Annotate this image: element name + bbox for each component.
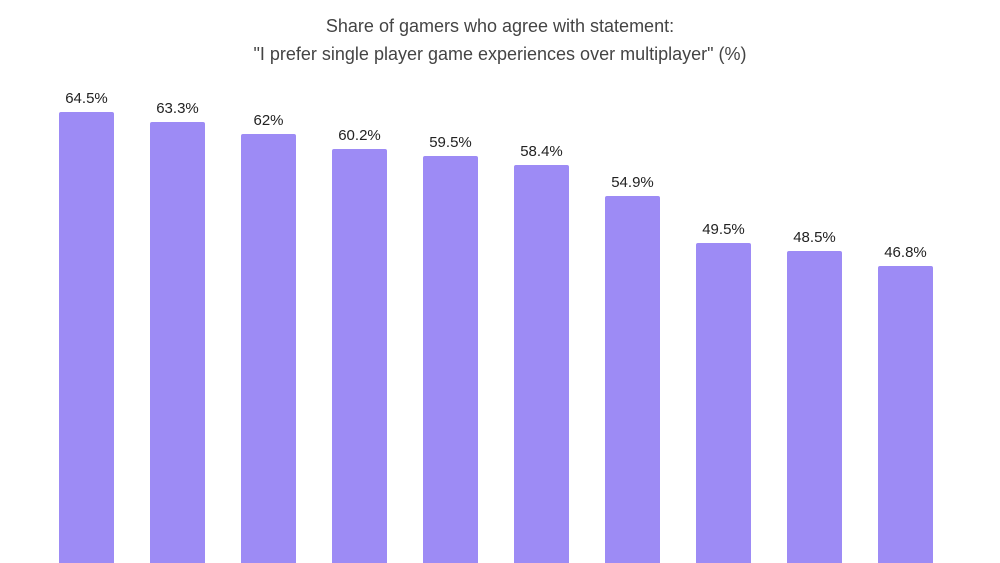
bar-value-label: 46.8% <box>884 244 927 261</box>
bar-value-label: 64.5% <box>65 90 108 107</box>
chart-title: Share of gamers who agree with statement… <box>0 12 1000 68</box>
bar <box>241 133 296 563</box>
bar-value-label: 48.5% <box>793 229 836 247</box>
bar <box>332 149 387 563</box>
bar <box>423 155 478 563</box>
bar <box>59 112 114 563</box>
bar <box>605 195 660 563</box>
bar-value-label: 58.4% <box>520 143 563 161</box>
bar-value-label: 59.5% <box>429 133 472 151</box>
bar-value-label: 62% <box>253 111 284 129</box>
bar <box>696 242 751 563</box>
chart-title-line2: "I prefer single player game experiences… <box>253 44 747 64</box>
bar <box>514 165 569 563</box>
bar-value-label: 54.9% <box>611 173 654 191</box>
chart-title-line1: Share of gamers who agree with statement… <box>325 16 675 36</box>
bar <box>150 122 205 563</box>
bar-value-label: 63.3% <box>156 100 199 118</box>
bar-value-label: 60.2% <box>338 127 381 145</box>
bar <box>787 251 842 563</box>
bar <box>878 266 933 563</box>
bar-value-label: 49.5% <box>702 220 745 238</box>
